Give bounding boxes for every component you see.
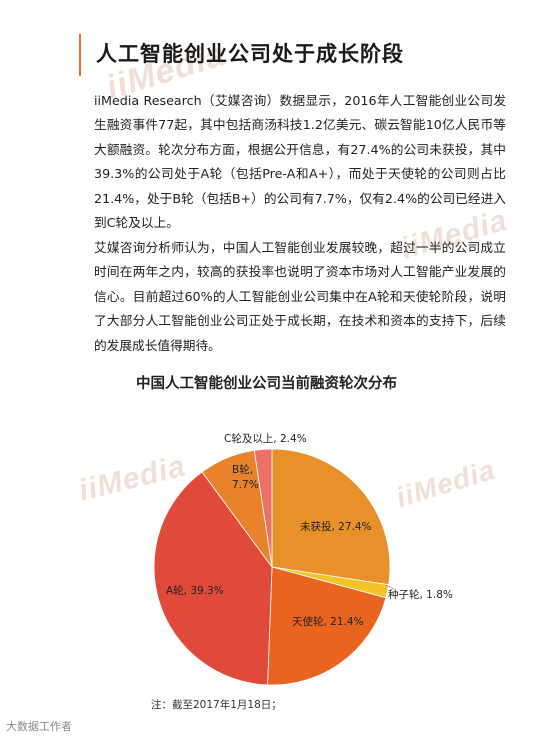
pie-slice-5: [253, 448, 273, 568]
data-label-3: A轮, 39.3%: [166, 584, 224, 597]
data-label-5: C轮及以上, 2.4%: [224, 432, 307, 445]
pie-slice-2: [267, 566, 387, 686]
data-label-4: B轮, 7.7%: [232, 463, 259, 491]
pie-slice-3: [153, 471, 273, 686]
data-label-1: 种子轮, 1.8%: [388, 588, 453, 601]
chart-note: 注：截至2017年1月18日；: [151, 699, 282, 711]
leader-line: [385, 584, 395, 590]
data-label-0: 未获投, 27.4%: [300, 520, 372, 533]
data-label-2: 天使轮, 21.4%: [292, 615, 364, 628]
footer-logo: 大数据工作者: [6, 721, 72, 733]
pie-slice-0: [271, 448, 391, 586]
body-paragraph-2: 艾媒咨询分析师认为，中国人工智能创业发展较晚，超过一半的公司成立时间在两年之内，…: [94, 240, 506, 353]
body-paragraph-1: iiMedia Research（艾媒咨询）数据显示，2016年人工智能创业公司…: [94, 93, 506, 231]
title-accent-bar: [79, 34, 81, 76]
page-title: 人工智能创业公司处于成长阶段: [96, 42, 404, 66]
chart-title: 中国人工智能创业公司当前融资轮次分布: [136, 376, 397, 392]
